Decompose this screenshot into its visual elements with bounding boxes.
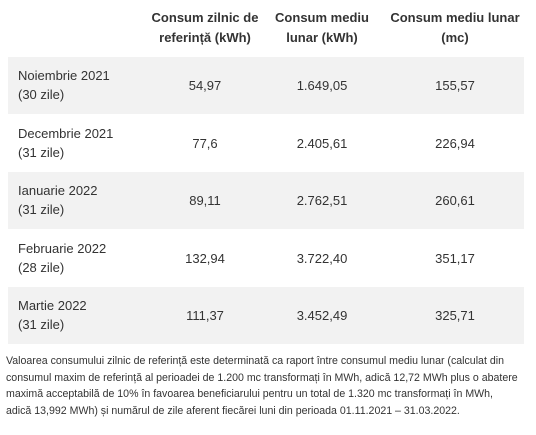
days-label: (31 zile)	[18, 317, 65, 332]
value-cell: 77,6	[192, 135, 218, 151]
period-label: Martie 2022	[18, 298, 87, 313]
period-label: Noiembrie 2021	[18, 68, 110, 83]
footnote-line: adică 13,992 MWh) și numărul de zile afe…	[6, 404, 460, 417]
footnote-line: Valoarea consumului zilnic de referință …	[6, 355, 504, 367]
value-cell: 260,61	[435, 193, 475, 208]
period-label: Februarie 2022	[18, 240, 107, 256]
column-header: (mc)	[441, 30, 469, 45]
value-cell: 325,71	[435, 308, 475, 323]
value-cell: 155,57	[435, 78, 475, 93]
value-cell: 132,94	[185, 250, 225, 266]
row-background	[8, 172, 524, 229]
value-cell: 54,97	[188, 78, 222, 93]
value-cell: 3.452,49	[296, 308, 348, 323]
days-label: (31 zile)	[18, 202, 65, 217]
column-header: lunar (kWh)	[286, 30, 358, 45]
days-label: (28 zile)	[18, 259, 65, 275]
value-cell: 89,11	[189, 193, 221, 208]
column-header: referință (kWh)	[159, 30, 251, 45]
days-label: (31 zile)	[18, 144, 65, 160]
period-label: Decembrie 2021	[18, 125, 114, 141]
value-cell: 351,17	[435, 250, 475, 266]
period-label: Ianuarie 2022	[18, 183, 98, 198]
footnote-line: maximă acceptabilă de 10% în favoarea be…	[6, 388, 493, 400]
value-cell: 1.649,05	[296, 78, 348, 93]
column-header: Consum mediu	[275, 10, 369, 25]
value-cell: 111,37	[186, 308, 224, 323]
value-cell: 226,94	[435, 135, 475, 151]
row-background	[8, 287, 524, 344]
column-header: Consum zilnic de	[151, 10, 259, 25]
row-background	[8, 57, 524, 114]
value-cell: 2.405,61	[296, 135, 348, 151]
footnote-line: consumul maxim de referință al perioadei…	[6, 371, 518, 384]
days-label: (30 zile)	[18, 87, 65, 102]
value-cell: 3.722,40	[296, 250, 348, 266]
value-cell: 2.762,51	[296, 193, 348, 208]
column-header: Consum mediu lunar	[390, 10, 520, 25]
